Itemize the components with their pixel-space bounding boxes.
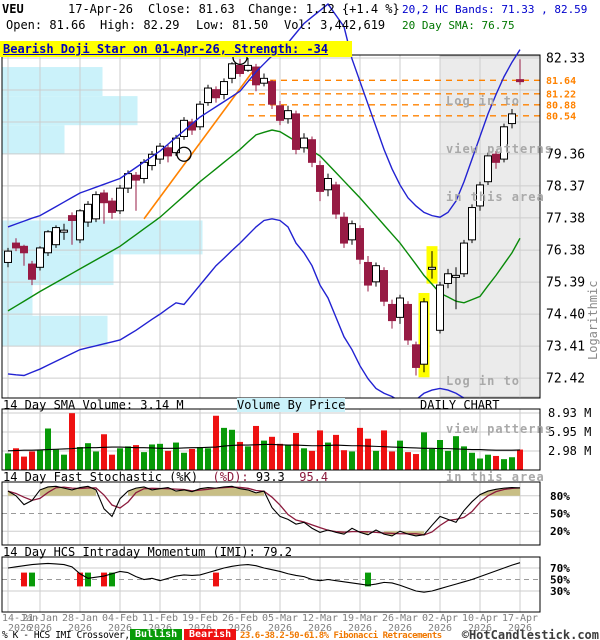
login-line: view patterns (446, 422, 553, 436)
svg-text:74.40: 74.40 (546, 308, 585, 323)
login-overlay-top[interactable]: Log in to view patterns in this area (446, 61, 553, 237)
volume-by-price-label[interactable]: Volume By Price (237, 398, 346, 412)
login-line: Log in to (446, 94, 521, 108)
svg-text:50%: 50% (550, 574, 570, 587)
login-line: in this area (446, 190, 545, 204)
date-axis: 14-Jan202621-Jan202628-Jan202604-Feb2026… (2, 613, 538, 634)
svg-text:2026: 2026 (468, 623, 492, 634)
svg-text:05-Mar: 05-Mar (262, 613, 298, 624)
svg-text:8.93 M: 8.93 M (548, 406, 591, 420)
svg-text:2026: 2026 (28, 623, 52, 634)
svg-text:14-Jan: 14-Jan (2, 613, 38, 624)
login-line: in this area (446, 470, 545, 484)
copyright-link[interactable]: ©HotCandlestick.com (461, 628, 599, 640)
svg-text:2026: 2026 (508, 623, 532, 634)
svg-text:12-Mar: 12-Mar (302, 613, 338, 624)
svg-text:04-Feb: 04-Feb (102, 613, 138, 624)
svg-text:80%: 80% (550, 490, 570, 503)
stoch-d-title: (%D): (205, 470, 249, 484)
svg-text:2026: 2026 (348, 623, 372, 634)
svg-text:2.98 M: 2.98 M (548, 444, 591, 458)
svg-text:72.42: 72.42 (546, 372, 585, 387)
stoch-d-value: 95.4 (284, 470, 329, 484)
svg-text:10-Apr: 10-Apr (462, 613, 498, 624)
svg-text:70%: 70% (550, 562, 570, 575)
pattern-banner[interactable]: Bearish Doji Star on 01-Apr-26, Strength… (0, 41, 352, 57)
hc-bands-value: 20,2 HC Bands: 71.33 , 82.59 (402, 3, 588, 16)
stochastic-panel-title: 14 Day Fast Stochastic (%K) (%D): 93.3 9… (3, 470, 328, 484)
volume-panel: 8.93 M 5.95 M 2.98 M (1, 406, 591, 471)
svg-text:20%: 20% (550, 525, 570, 538)
svg-text:2026: 2026 (8, 623, 32, 634)
svg-text:2026: 2026 (228, 623, 252, 634)
price-panel: 82.33 79.36 78.37 77.38 76.38 75.39 74.40 73.41… (1, 3, 585, 399)
svg-text:79.36: 79.36 (546, 147, 585, 162)
svg-text:2026: 2026 (68, 623, 92, 634)
svg-text:81.22: 81.22 (546, 89, 576, 100)
fibonacci-legend: 23.6-38.2-50-61.8% Fibonacci Retracement… (240, 631, 442, 640)
svg-text:82.33: 82.33 (546, 52, 585, 67)
svg-text:2026: 2026 (268, 623, 292, 634)
bullish-badge: Bullish (130, 629, 183, 640)
svg-text:17-Apr: 17-Apr (502, 613, 538, 624)
svg-text:2026: 2026 (388, 623, 412, 634)
svg-text:80.54: 80.54 (546, 111, 576, 122)
svg-text:21-Jan: 21-Jan (22, 613, 58, 624)
svg-text:26-Mar: 26-Mar (382, 613, 418, 624)
quote-open: Open: 81.66 (6, 18, 86, 32)
daily-chart-label: DAILY CHART (420, 398, 500, 412)
svg-text:77.38: 77.38 (546, 211, 585, 226)
scale-label: Logarithmic (586, 280, 600, 360)
price-series (4, 58, 524, 398)
login-line: Log in to (446, 374, 521, 388)
stochastic-panel: 80% 50% 20% (1, 481, 570, 546)
svg-text:75.39: 75.39 (546, 276, 585, 291)
svg-text:73.41: 73.41 (546, 340, 585, 355)
login-line: view patterns (446, 142, 553, 156)
svg-text:11-Feb: 11-Feb (142, 613, 178, 624)
quote-change: Change: 1.12 {+1.4 %} (248, 2, 400, 16)
crossover-legend: % K - HCS IMI Crossover, (2, 630, 130, 640)
svg-text:28-Jan: 28-Jan (62, 613, 98, 624)
svg-text:2026: 2026 (108, 623, 132, 634)
imi-panel-title: 14 Day HCS Intraday Momentum (IMI): 79.2 (3, 545, 292, 559)
quote-date: 17-Apr-26 (68, 2, 134, 16)
ticker-symbol: VEU (2, 2, 24, 16)
quote-close: Close: 81.63 (148, 2, 235, 16)
login-overlay-bottom[interactable]: Log in to view patterns in this area (446, 341, 553, 517)
volume-panel-title: 14 Day SMA Volume: 3.14 M (3, 398, 184, 412)
quote-volume: Vol: 3,442,619 (284, 18, 386, 32)
imi-panel: 70%50%30% (1, 556, 570, 613)
quote-low: Low: 81.50 (196, 18, 269, 32)
svg-text:30%: 30% (550, 585, 570, 598)
stoch-k-title: 14 Day Fast Stochastic (%K) (3, 470, 206, 484)
bearish-badge: Bearish (184, 629, 237, 640)
svg-text:80.88: 80.88 (546, 100, 576, 111)
sma-value: 20 Day SMA: 76.75 (402, 19, 515, 32)
svg-text:76.38: 76.38 (546, 244, 585, 259)
svg-text:50%: 50% (550, 508, 570, 521)
quote-high: High: 82.29 (100, 18, 180, 32)
svg-text:02-Apr: 02-Apr (422, 613, 458, 624)
stoch-k-value: 93.3 (248, 470, 285, 484)
svg-text:19-Mar: 19-Mar (342, 613, 378, 624)
svg-text:2026: 2026 (428, 623, 452, 634)
svg-text:2026: 2026 (148, 623, 172, 634)
svg-text:2026: 2026 (308, 623, 332, 634)
svg-text:19-Feb: 19-Feb (182, 613, 218, 624)
svg-text:26-Feb: 26-Feb (222, 613, 258, 624)
svg-text:2026: 2026 (188, 623, 212, 634)
svg-text:78.37: 78.37 (546, 179, 585, 194)
svg-text:81.64: 81.64 (546, 76, 576, 87)
svg-text:5.95 M: 5.95 M (548, 425, 591, 439)
